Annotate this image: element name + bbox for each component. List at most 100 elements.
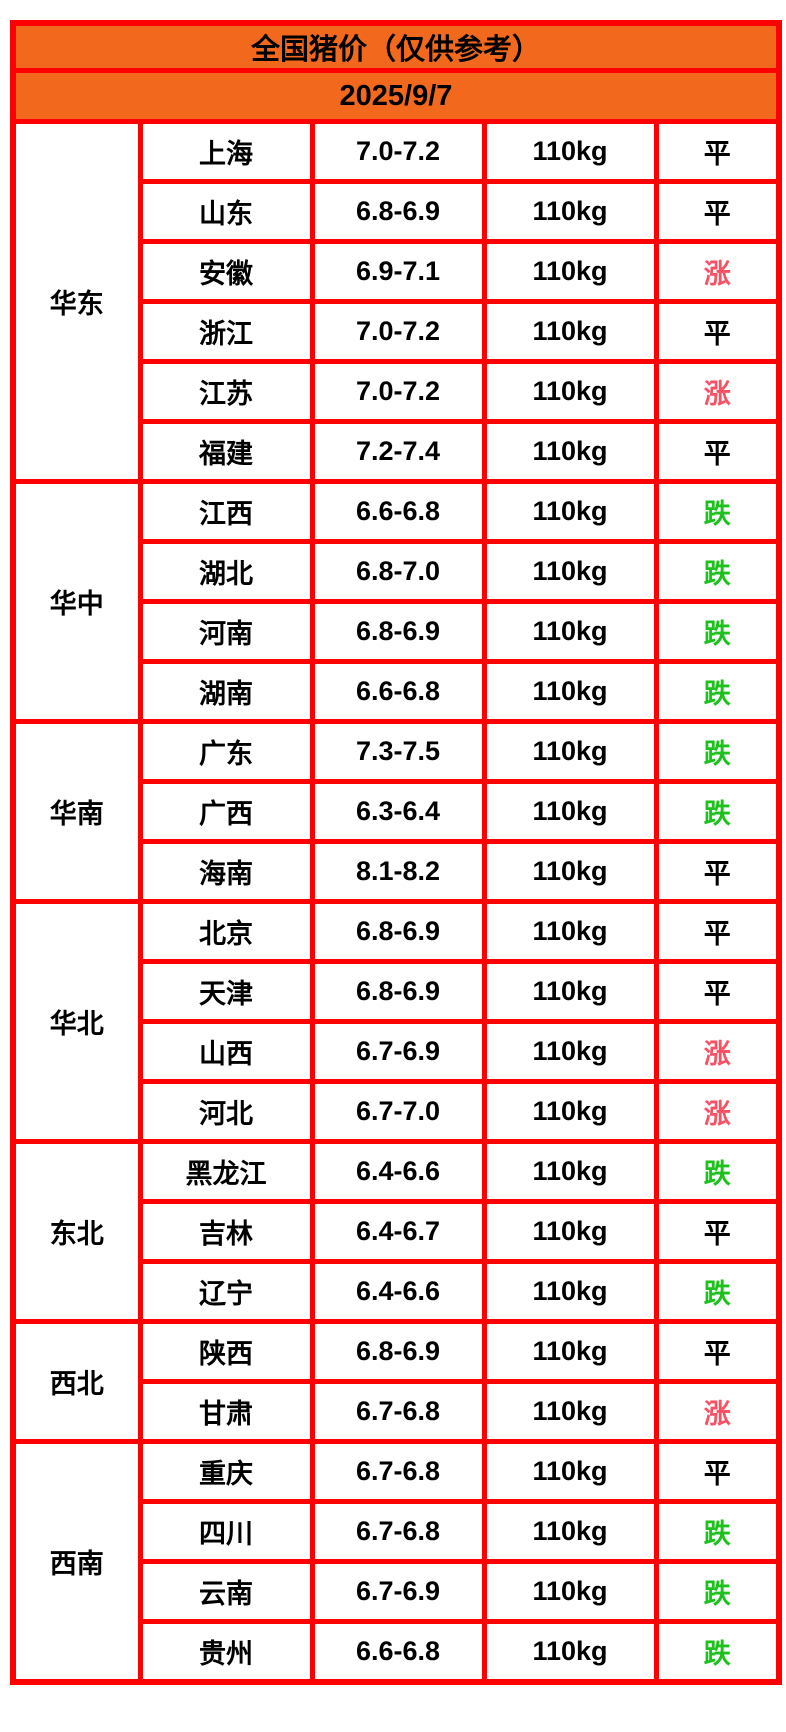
weight-cell: 110kg [481,119,659,184]
table-row: 浙江 7.0-7.2 110kg 平 [13,299,782,364]
province-cell: 上海 [137,119,315,184]
province-cell: 北京 [137,899,315,964]
status-cell: 平 [653,119,782,184]
table-row: 西南 重庆 6.7-6.8 110kg 平 [10,1439,782,1685]
price-cell: 6.8-6.9 [309,1319,487,1384]
province-cell: 陕西 [137,1319,315,1384]
table-row: 广西 6.3-6.4 110kg 跌 [13,779,782,844]
table-row: 河南 6.8-6.9 110kg 跌 [13,599,782,664]
status-cell: 平 [653,419,782,484]
status-cell: 涨 [653,239,782,304]
region-cell: 华北 [10,899,143,1144]
province-cell: 重庆 [137,1439,315,1504]
weight-cell: 110kg [481,1559,659,1624]
region-cell: 西南 [10,1439,143,1685]
province-cell: 山西 [137,1019,315,1084]
weight-cell: 110kg [481,719,659,784]
status-cell: 平 [653,299,782,364]
weight-cell: 110kg [481,1499,659,1564]
weight-cell: 110kg [481,1619,659,1685]
status-cell: 跌 [653,779,782,844]
weight-cell: 110kg [481,599,659,664]
weight-cell: 110kg [481,1139,659,1204]
weight-cell: 110kg [481,1199,659,1264]
province-cell: 江西 [137,479,315,544]
province-cell: 山东 [137,179,315,244]
province-cell: 河南 [137,599,315,664]
table-row: 云南 6.7-6.9 110kg 跌 [13,1559,782,1624]
price-cell: 6.8-6.9 [309,179,487,244]
region-cell: 西北 [10,1319,143,1444]
price-cell: 6.6-6.8 [309,1619,487,1685]
status-cell: 跌 [653,1619,782,1685]
status-cell: 跌 [653,1139,782,1204]
status-cell: 平 [653,899,782,964]
status-cell: 平 [653,179,782,244]
region-cell: 华南 [10,719,143,904]
province-cell: 云南 [137,1559,315,1624]
table-row: 华北 北京 6.8-6.9 110kg 平 [10,899,782,1144]
table-row: 湖南 6.6-6.8 110kg 跌 [13,659,782,724]
date-label: 2025/9/7 [10,68,782,124]
status-cell: 跌 [653,719,782,784]
weight-cell: 110kg [481,239,659,304]
price-cell: 6.8-6.9 [309,899,487,964]
table-row: 华南 广东 7.3-7.5 110kg 跌 [10,719,782,904]
table-row: 山西 6.7-6.9 110kg 涨 [13,1019,782,1084]
price-cell: 6.8-6.9 [309,599,487,664]
table-row: 吉林 6.4-6.7 110kg 平 [13,1199,782,1264]
province-cell: 贵州 [137,1619,315,1685]
table-row: 辽宁 6.4-6.6 110kg 跌 [13,1259,782,1324]
province-cell: 安徽 [137,239,315,304]
weight-cell: 110kg [481,539,659,604]
status-cell: 平 [653,839,782,904]
province-cell: 湖北 [137,539,315,604]
price-cell: 6.3-6.4 [309,779,487,844]
province-cell: 江苏 [137,359,315,424]
province-cell: 广西 [137,779,315,844]
price-cell: 6.4-6.6 [309,1259,487,1324]
table-row: 海南 8.1-8.2 110kg 平 [13,839,782,904]
status-cell: 跌 [653,1499,782,1564]
province-cell: 浙江 [137,299,315,364]
weight-cell: 110kg [481,1019,659,1084]
weight-cell: 110kg [481,479,659,544]
table-row: 河北 6.7-7.0 110kg 涨 [13,1079,782,1144]
table-row: 江苏 7.0-7.2 110kg 涨 [13,359,782,424]
province-cell: 吉林 [137,1199,315,1264]
region-cell: 华中 [10,479,143,724]
price-cell: 7.3-7.5 [309,719,487,784]
price-cell: 6.8-7.0 [309,539,487,604]
table-row: 甘肃 6.7-6.8 110kg 涨 [13,1379,782,1444]
price-cell: 8.1-8.2 [309,839,487,904]
price-cell: 6.4-6.6 [309,1139,487,1204]
province-cell: 河北 [137,1079,315,1144]
weight-cell: 110kg [481,839,659,904]
table-row: 西北 陕西 6.8-6.9 110kg 平 [10,1319,782,1444]
status-cell: 跌 [653,1259,782,1324]
region-cell: 华东 [10,119,143,484]
status-cell: 跌 [653,1559,782,1624]
province-cell: 黑龙江 [137,1139,315,1204]
price-cell: 6.9-7.1 [309,239,487,304]
price-cell: 6.7-6.8 [309,1499,487,1564]
price-cell: 6.6-6.8 [309,659,487,724]
table-title-row: 全国猪价（仅供参考） [10,20,782,73]
table-date-row: 2025/9/7 [10,68,782,124]
price-cell: 6.7-7.0 [309,1079,487,1144]
weight-cell: 110kg [481,659,659,724]
weight-cell: 110kg [481,1379,659,1444]
status-cell: 平 [653,1439,782,1504]
province-cell: 天津 [137,959,315,1024]
table-row: 福建 7.2-7.4 110kg 平 [13,419,782,484]
price-cell: 7.0-7.2 [309,359,487,424]
province-cell: 四川 [137,1499,315,1564]
province-cell: 辽宁 [137,1259,315,1324]
status-cell: 跌 [653,479,782,544]
pig-price-table: 全国猪价（仅供参考） 2025/9/7 华东 上海 7.0-7.2 110kg 平山东 6… [10,20,782,1685]
page-title: 全国猪价（仅供参考） [10,20,782,73]
weight-cell: 110kg [481,299,659,364]
price-cell: 6.7-6.9 [309,1019,487,1084]
price-cell: 6.7-6.8 [309,1379,487,1444]
price-cell: 6.7-6.9 [309,1559,487,1624]
